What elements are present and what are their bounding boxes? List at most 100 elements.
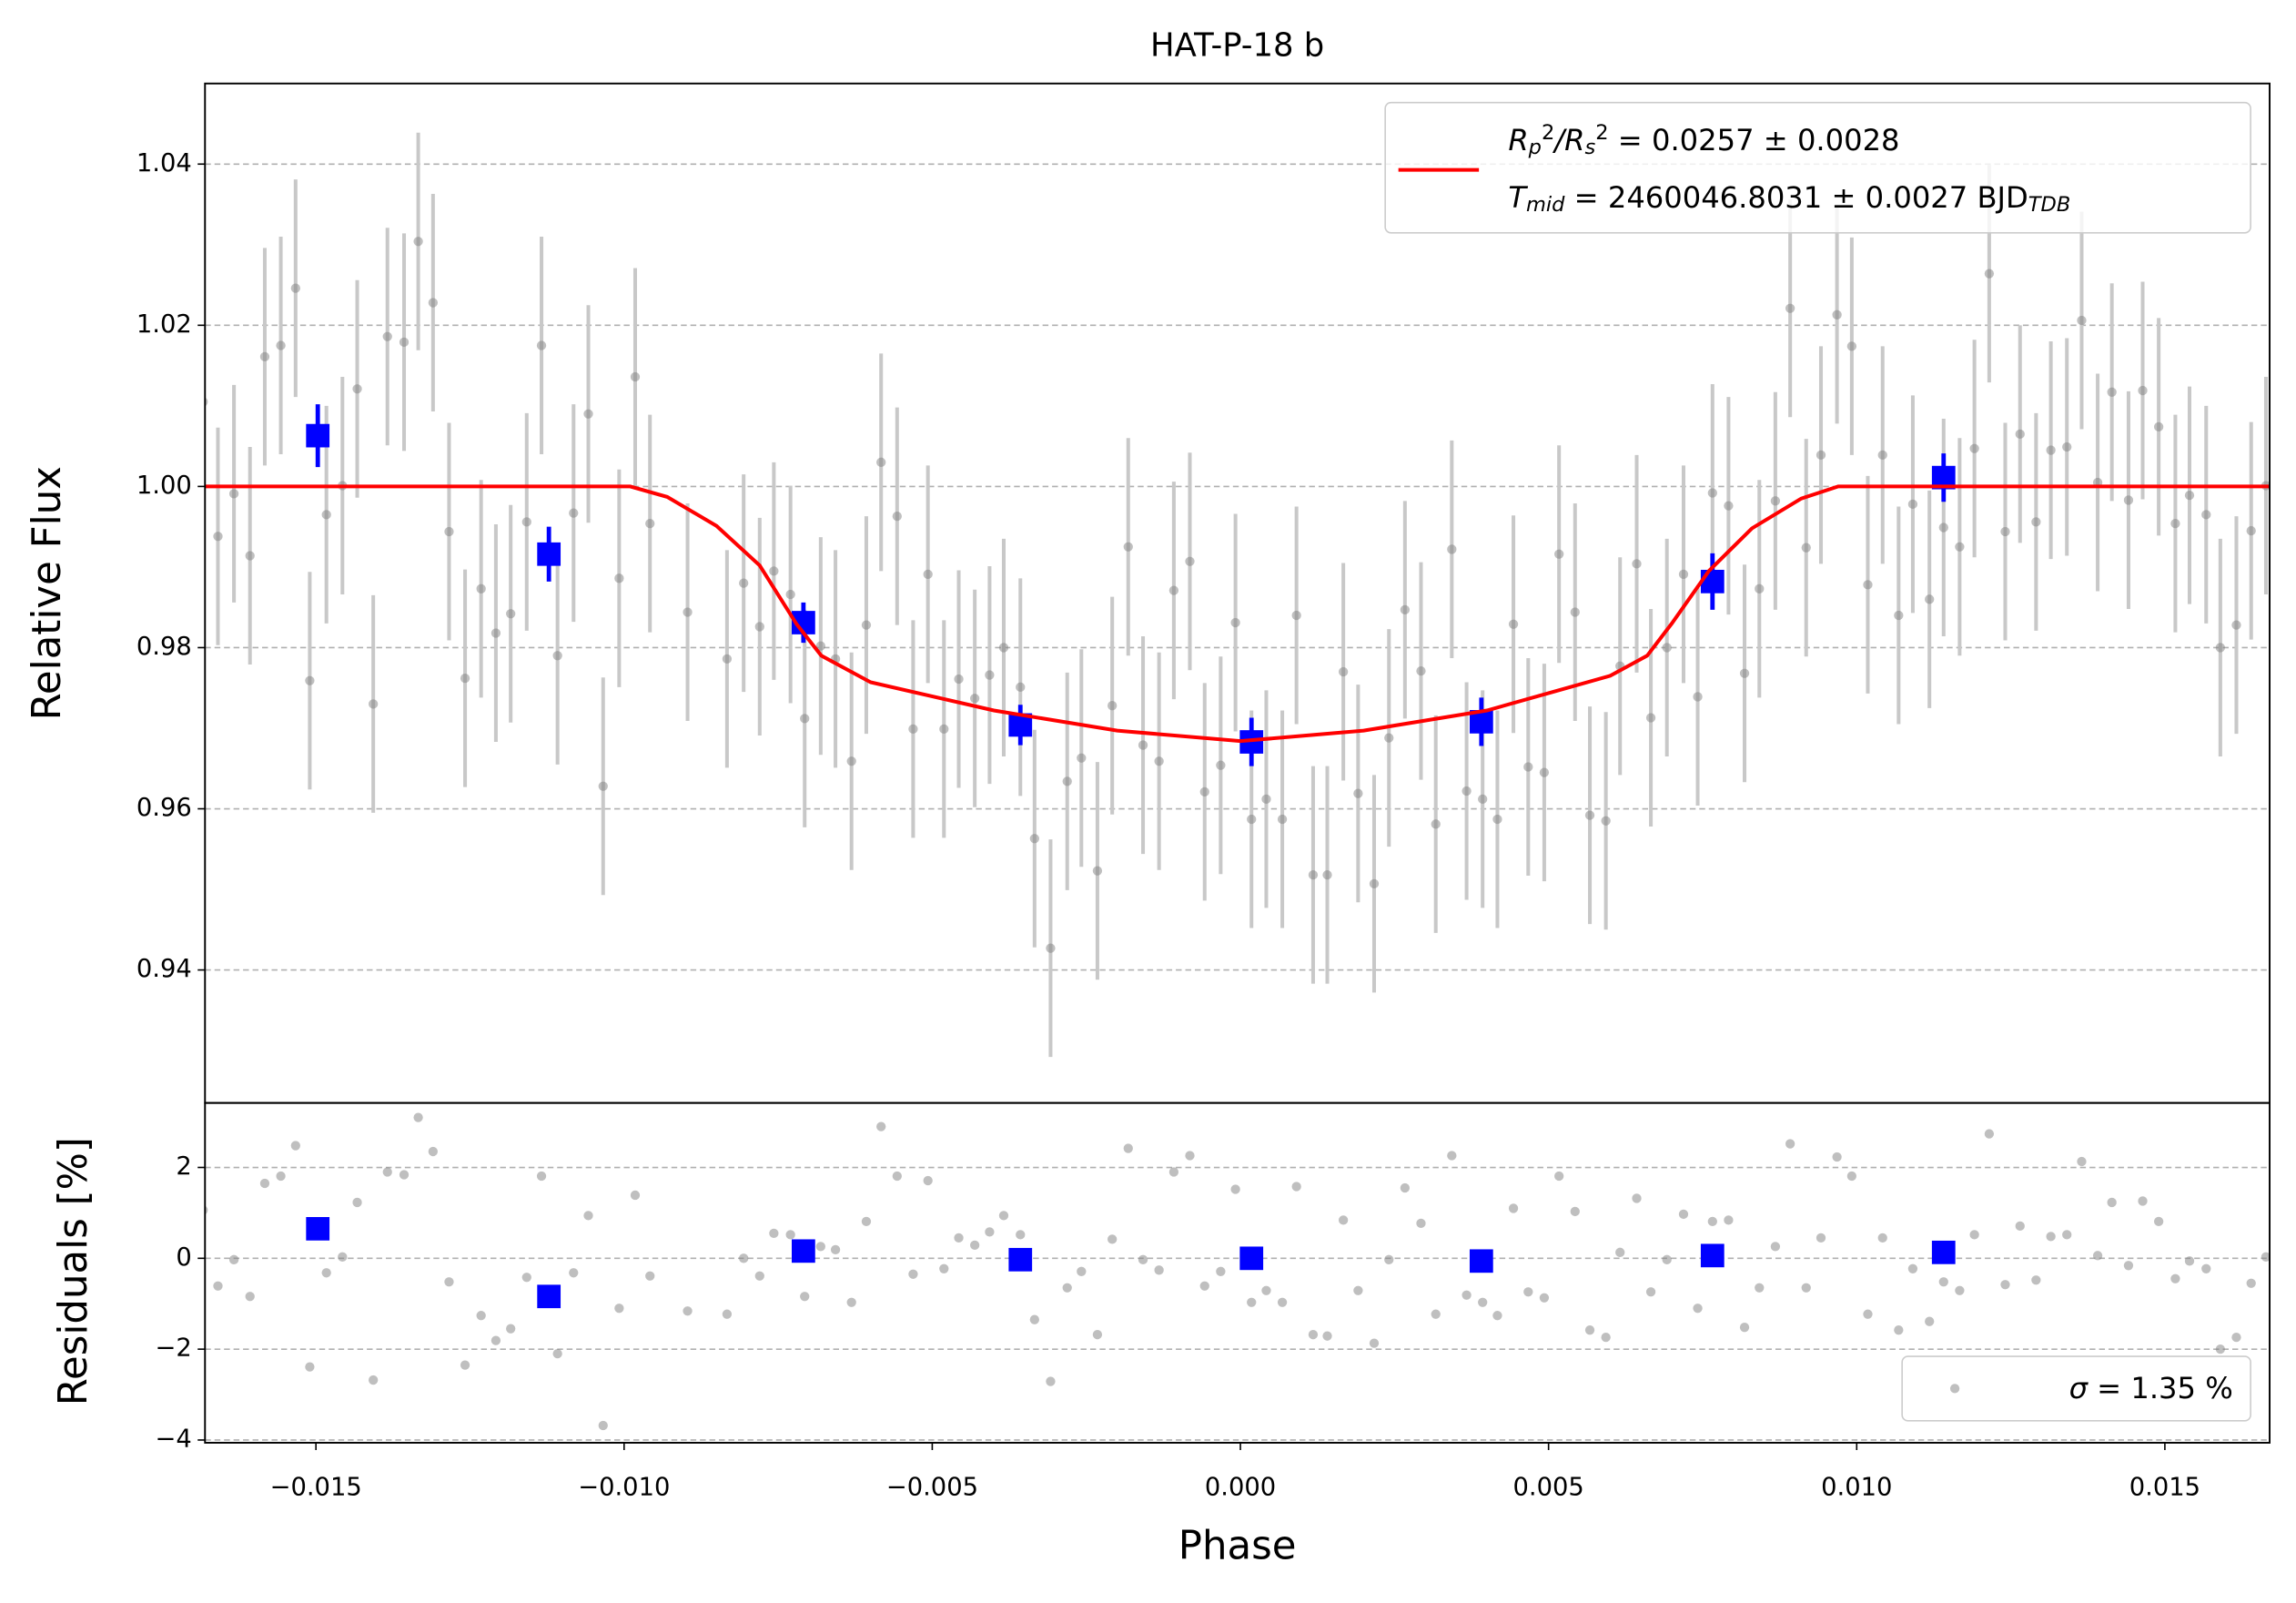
data-point xyxy=(2062,1230,2072,1240)
data-point xyxy=(923,569,933,580)
data-point xyxy=(1739,668,1750,678)
legend-text: R xyxy=(1508,123,1528,157)
data-point xyxy=(352,1197,362,1208)
data-point xyxy=(228,489,239,499)
data-point xyxy=(1907,1263,1918,1273)
data-point xyxy=(382,1167,392,1177)
data-point xyxy=(213,1281,223,1291)
data-point xyxy=(1261,1285,1271,1295)
data-point xyxy=(1400,1182,1411,1193)
legend-text: / xyxy=(1552,123,1567,157)
y-tick-label: 0.96 xyxy=(137,794,192,822)
legend-text: = 0.0257 ± 0.0028 xyxy=(1609,123,1900,157)
data-point xyxy=(1016,1230,1026,1240)
data-point xyxy=(1984,1129,1995,1139)
data-point xyxy=(536,1171,547,1182)
data-point xyxy=(892,1171,902,1182)
legend-text: p xyxy=(1528,136,1542,159)
data-point xyxy=(1877,1233,1887,1243)
data-point xyxy=(1755,1283,1765,1293)
data-point xyxy=(1447,1151,1457,1161)
data-point xyxy=(998,1211,1009,1221)
data-point xyxy=(1277,1297,1288,1307)
data-point xyxy=(1938,522,1948,533)
data-point xyxy=(338,1252,348,1262)
data-point xyxy=(1400,604,1411,614)
data-point xyxy=(2184,1256,2195,1266)
data-point xyxy=(1724,1215,1734,1225)
data-point xyxy=(1801,1283,1811,1293)
data-point xyxy=(1755,583,1765,594)
data-point xyxy=(614,573,624,583)
legend-text: T xyxy=(1508,180,1528,215)
y-tick-label: 2 xyxy=(176,1152,191,1181)
data-point xyxy=(1168,1167,1179,1177)
data-point xyxy=(1523,1287,1533,1297)
data-point xyxy=(1108,1234,1118,1244)
y-tick-label: 0.98 xyxy=(137,633,192,661)
data-point xyxy=(1955,542,1965,552)
data-point xyxy=(1863,580,1873,590)
x-tick-label: 0.015 xyxy=(2129,1473,2200,1501)
data-point xyxy=(830,1244,841,1254)
data-point xyxy=(754,622,764,632)
data-point xyxy=(722,1309,733,1319)
data-point xyxy=(2201,1263,2211,1273)
data-point xyxy=(614,1304,624,1314)
axes-frame xyxy=(204,1101,2271,1444)
data-point xyxy=(1154,756,1164,766)
data-point xyxy=(954,674,964,685)
binned-point xyxy=(791,1239,815,1263)
data-point xyxy=(1907,499,1918,510)
data-point xyxy=(969,1240,980,1251)
data-point xyxy=(1707,1216,1717,1227)
data-point xyxy=(399,337,410,348)
data-point xyxy=(2215,643,2226,653)
data-point xyxy=(598,781,608,791)
data-point xyxy=(2184,490,2195,501)
data-point xyxy=(2107,1197,2117,1208)
data-point xyxy=(305,1362,315,1372)
data-point xyxy=(1016,682,1026,692)
data-point xyxy=(1724,501,1734,511)
data-point xyxy=(476,1311,486,1321)
data-point xyxy=(2215,1344,2226,1354)
data-point xyxy=(1029,834,1039,844)
data-point xyxy=(1338,666,1349,677)
data-point xyxy=(815,641,825,651)
data-point xyxy=(908,724,918,735)
x-tick-label: −0.005 xyxy=(886,1473,978,1501)
data-point xyxy=(939,724,949,735)
data-point xyxy=(259,1178,270,1189)
data-point xyxy=(1584,1325,1595,1335)
legend-box xyxy=(1384,101,2251,234)
data-point xyxy=(1185,556,1195,566)
data-point xyxy=(413,1112,423,1122)
data-point xyxy=(228,1254,239,1264)
data-point xyxy=(722,654,733,664)
data-point xyxy=(1877,450,1887,461)
x-tick-label: 0.010 xyxy=(1821,1473,1892,1501)
data-point xyxy=(2107,387,2117,397)
data-point xyxy=(2261,1252,2271,1262)
legend-text: = 1.35 % xyxy=(2088,1371,2233,1405)
data-point xyxy=(1247,1297,1257,1307)
data-point xyxy=(1216,760,1226,770)
data-point xyxy=(1431,1309,1441,1319)
data-point xyxy=(444,1277,454,1287)
data-point xyxy=(1199,786,1209,797)
data-point xyxy=(2138,385,2148,396)
data-point xyxy=(985,670,995,680)
data-point xyxy=(1601,1333,1611,1343)
data-point xyxy=(1632,1193,1642,1203)
data-point xyxy=(290,283,300,293)
binned-point xyxy=(1469,1249,1493,1273)
data-point xyxy=(1216,1266,1226,1276)
data-point xyxy=(1261,794,1271,805)
data-point xyxy=(876,457,886,467)
data-point xyxy=(1925,1316,1935,1326)
data-point xyxy=(1584,810,1595,820)
data-point xyxy=(245,551,255,561)
data-point xyxy=(2046,1232,2056,1242)
